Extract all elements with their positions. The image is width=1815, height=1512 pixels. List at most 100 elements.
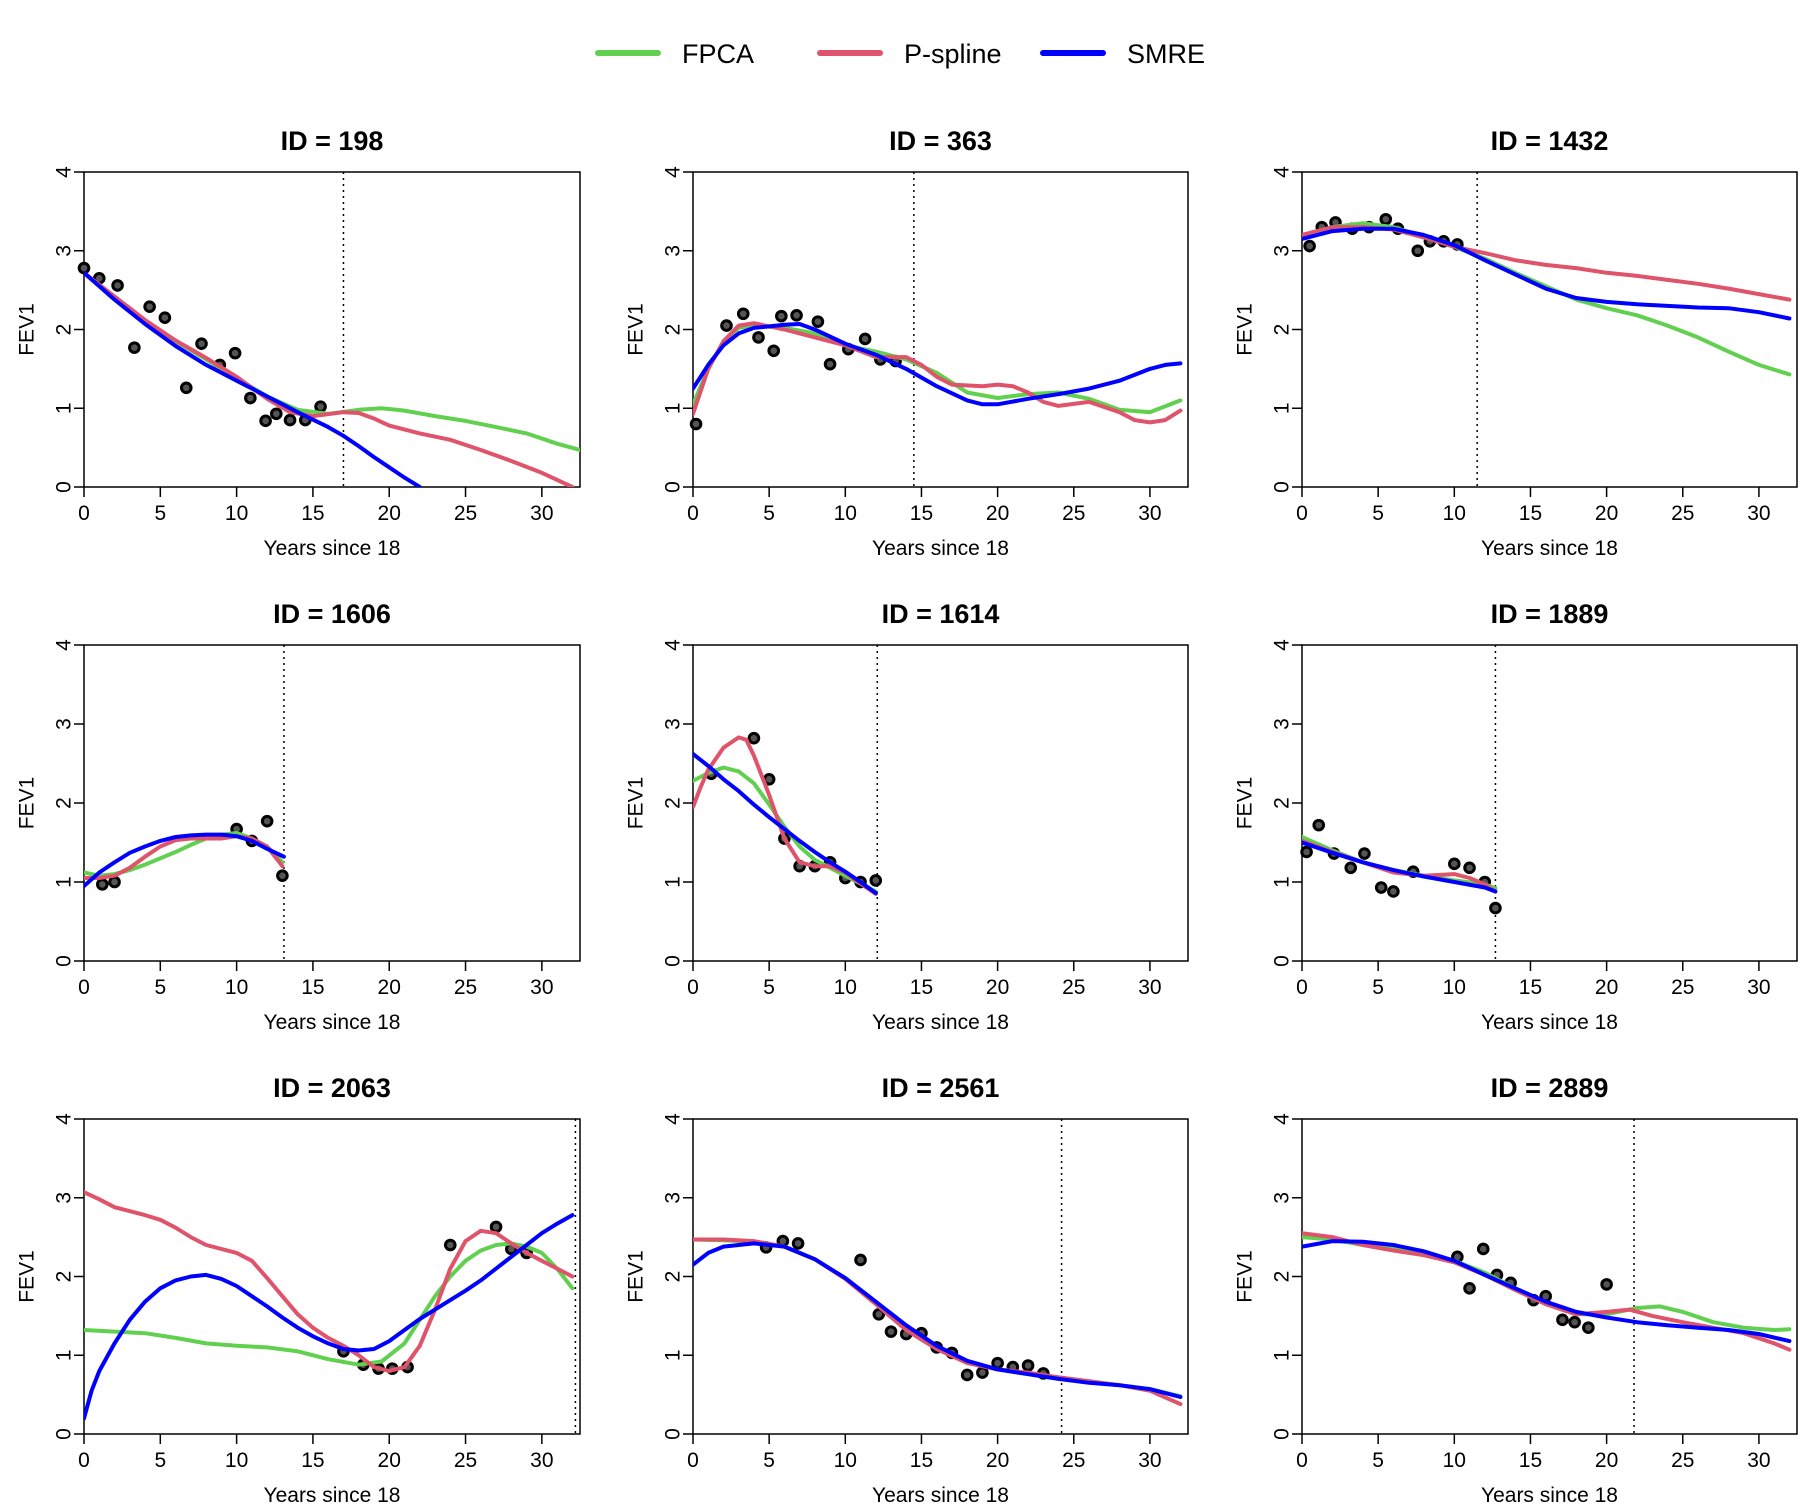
- plot-frame: [1301, 171, 1798, 488]
- data-point: [823, 357, 837, 371]
- data-point: [736, 307, 750, 321]
- x-tick-label: 30: [530, 976, 553, 999]
- y-tick-label: 0: [53, 955, 76, 967]
- legend-label-smre: SMRE: [1127, 39, 1205, 69]
- panel-6: ID = 1889 0 5 10 15 20 25 30 Years since 18 0 1 2 3 4…: [1234, 599, 1798, 1034]
- data-point: [1411, 244, 1425, 258]
- data-point: [869, 874, 883, 887]
- data-point: [775, 309, 788, 323]
- x-axis-label: Years since 18: [1481, 1484, 1618, 1507]
- x-tick-label: 0: [78, 502, 90, 525]
- plot-frame: [1301, 644, 1798, 962]
- y-tick-label: 1: [662, 402, 685, 414]
- y-axis-label: FEV1: [625, 1250, 648, 1303]
- x-tick-label: 20: [1595, 502, 1618, 525]
- y-tick-label: 2: [1271, 797, 1294, 809]
- x-tick-label: 10: [225, 1449, 248, 1472]
- data-point: [1568, 1315, 1581, 1329]
- x-tick-label: 25: [1671, 502, 1694, 525]
- data-point: [158, 311, 172, 324]
- series-line-smre: [1302, 1239, 1792, 1344]
- panel-title: ID = 1889: [1491, 599, 1609, 629]
- x-tick-label: 25: [454, 1449, 477, 1472]
- panel-title: ID = 1614: [882, 599, 1000, 629]
- panel-1: ID = 198 0 5 10 15 20 25 30 Years since 18 0 1 2 3 4 F…: [16, 126, 581, 560]
- x-tick-label: 10: [225, 976, 248, 999]
- data-point: [720, 319, 733, 332]
- plot-frame: [1301, 1118, 1798, 1435]
- data-point: [128, 341, 141, 354]
- y-tick-label: 3: [53, 245, 76, 257]
- series-line-p-spline: [693, 735, 878, 896]
- x-tick-label: 15: [301, 976, 324, 999]
- data-point: [872, 1308, 886, 1321]
- data-point: [283, 413, 297, 427]
- y-tick-label: 2: [662, 1271, 685, 1283]
- y-tick-label: 1: [53, 876, 76, 888]
- panel-7: ID = 2063 0 5 10 15 20 25 30 Years since 18 0 1 2 3 4…: [16, 1073, 581, 1507]
- data-point: [1489, 901, 1502, 915]
- y-axis-label: FEV1: [625, 777, 648, 830]
- y-tick-label: 2: [53, 1271, 76, 1283]
- data-point: [195, 337, 208, 350]
- x-tick-label: 25: [1062, 976, 1085, 999]
- data-point: [96, 878, 109, 891]
- x-tick-label: 0: [687, 502, 699, 525]
- y-axis-label: FEV1: [625, 303, 648, 356]
- x-tick-label: 20: [986, 502, 1009, 525]
- y-tick-label: 4: [662, 639, 685, 651]
- x-axis-label: Years since 18: [872, 1484, 1009, 1507]
- x-tick-label: 20: [378, 502, 401, 525]
- data-point: [1300, 845, 1313, 859]
- x-tick-label: 30: [1747, 976, 1770, 999]
- x-tick-label: 10: [1443, 1449, 1466, 1472]
- x-tick-label: 15: [910, 1449, 933, 1472]
- x-tick-label: 0: [1296, 502, 1308, 525]
- y-tick-label: 4: [662, 166, 685, 178]
- data-point: [489, 1220, 503, 1234]
- data-point: [747, 731, 761, 745]
- x-axis-label: Years since 18: [264, 1011, 401, 1034]
- y-tick-label: 3: [53, 1192, 76, 1204]
- x-tick-label: 0: [78, 1449, 90, 1472]
- x-tick-label: 25: [454, 502, 477, 525]
- y-tick-label: 4: [53, 166, 76, 178]
- x-tick-label: 15: [1519, 1449, 1542, 1472]
- data-point: [276, 869, 289, 882]
- x-axis-label: Years since 18: [264, 1484, 401, 1507]
- y-tick-label: 2: [53, 797, 76, 809]
- x-tick-label: 25: [1062, 502, 1085, 525]
- y-tick-label: 3: [662, 718, 685, 730]
- observed-points: [96, 814, 289, 891]
- y-tick-label: 0: [1271, 481, 1294, 493]
- x-tick-label: 5: [1372, 976, 1384, 999]
- panel-2: ID = 363 0 5 10 15 20 25 30 Years since 18 0 1 2 3 4 F…: [625, 126, 1189, 560]
- x-tick-label: 15: [1519, 502, 1542, 525]
- x-tick-label: 20: [378, 1449, 401, 1472]
- data-point: [1387, 885, 1400, 898]
- data-point: [1476, 1242, 1490, 1256]
- data-point: [1303, 239, 1316, 253]
- series-line-fpca: [1302, 221, 1792, 377]
- y-tick-label: 4: [662, 1113, 685, 1125]
- panel-title: ID = 1432: [1491, 126, 1609, 156]
- data-point: [179, 381, 193, 395]
- x-tick-label: 10: [225, 502, 248, 525]
- data-point: [111, 279, 124, 292]
- x-tick-label: 5: [1372, 502, 1384, 525]
- data-point: [269, 407, 283, 421]
- panel-title: ID = 1606: [273, 599, 391, 629]
- series-line-fpca: [693, 323, 1183, 415]
- x-tick-label: 30: [1138, 976, 1161, 999]
- x-axis-label: Years since 18: [1481, 537, 1618, 560]
- x-axis-label: Years since 18: [264, 537, 401, 560]
- series-line-smre: [693, 322, 1183, 407]
- data-point: [858, 332, 872, 346]
- data-point: [811, 315, 825, 328]
- x-tick-label: 25: [1062, 1449, 1085, 1472]
- data-point: [1582, 1321, 1595, 1334]
- y-tick-label: 2: [662, 797, 685, 809]
- data-point: [767, 344, 781, 358]
- panel-title: ID = 2889: [1491, 1073, 1609, 1103]
